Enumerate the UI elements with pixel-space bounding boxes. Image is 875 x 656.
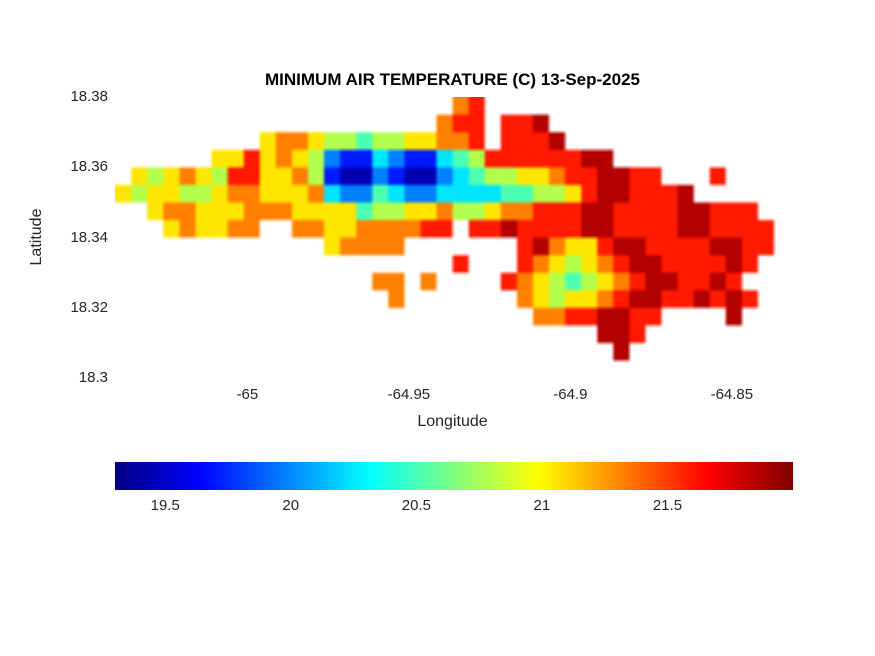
y-tick-label: 18.32 — [70, 298, 108, 316]
x-axis-label: Longitude — [417, 413, 488, 430]
x-tick-label: -65 — [236, 386, 259, 403]
x-tick-label: -64.9 — [553, 386, 588, 403]
y-tick-label: 18.3 — [78, 369, 108, 386]
y-tick-label: 18.36 — [70, 158, 108, 176]
heatmap-canvas — [115, 97, 790, 378]
colorbar — [115, 462, 793, 490]
x-tick-label: -64.85 — [710, 386, 754, 403]
y-axis-label: Latitude — [28, 208, 45, 266]
colorbar-tick-label: 21 — [533, 497, 551, 514]
colorbar-tick-label: 20 — [282, 497, 300, 514]
chart-title: MINIMUM AIR TEMPERATURE (C) 13-Sep-2025 — [265, 70, 640, 89]
colorbar-tick-label: 21.5 — [652, 497, 683, 514]
y-tick-label: 18.34 — [70, 228, 108, 246]
x-tick-label: -64.95 — [387, 386, 431, 403]
plot-area — [115, 97, 790, 378]
y-tick-label: 18.38 — [70, 88, 108, 105]
colorbar-tick-label: 19.5 — [150, 497, 180, 514]
colorbar-tick-label: 20.5 — [401, 497, 431, 514]
